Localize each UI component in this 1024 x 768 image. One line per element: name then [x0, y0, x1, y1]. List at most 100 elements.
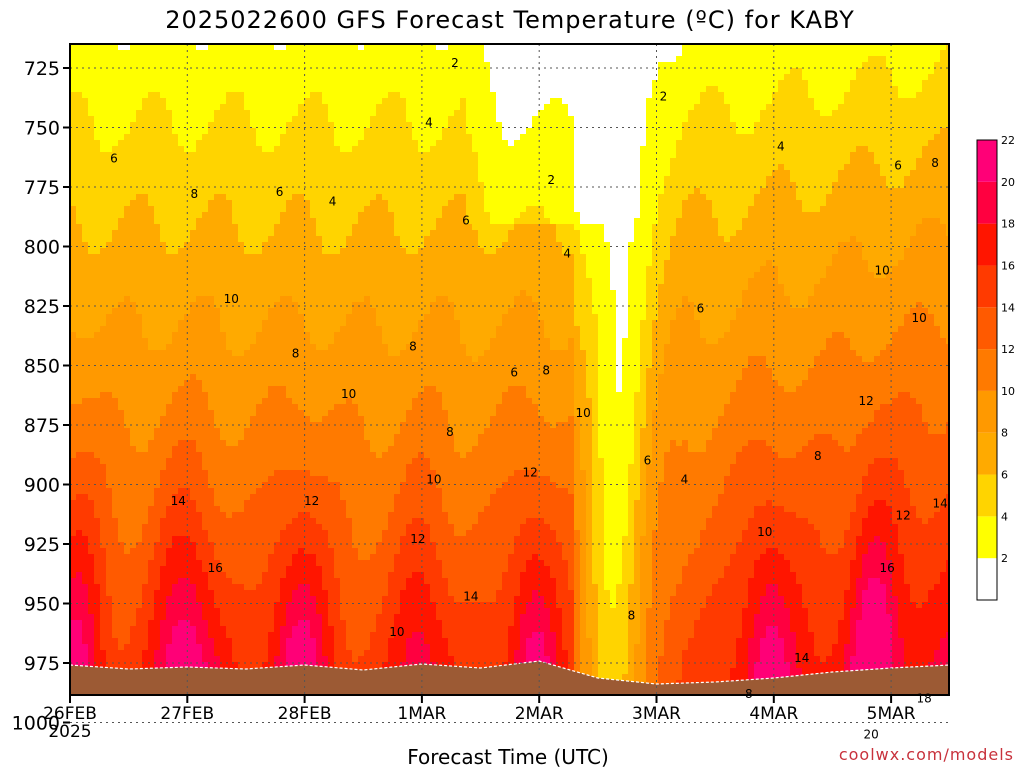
chart-title: 2025022600 GFS Forecast Temperature (ºC)… [165, 6, 855, 34]
contour-label: 12 [304, 494, 319, 508]
colorbar-swatch [977, 516, 997, 559]
contour-label: 8 [628, 608, 636, 622]
contour-label: 8 [931, 156, 939, 170]
contour-label: 6 [894, 159, 902, 173]
contour-label: 2 [451, 56, 459, 70]
x-tick-label: 28FEB [278, 704, 332, 724]
contour-label: 6 [110, 151, 118, 165]
contour-label: 4 [777, 140, 785, 154]
colorbar-frame [976, 139, 998, 601]
colorbar: 2 4 6 8 10 12 14 16 18 20 22 [976, 134, 1015, 601]
colorbar-tick-label: 4 [1001, 510, 1008, 523]
contour-label: 12 [410, 532, 425, 546]
contour-label: 8 [409, 339, 417, 353]
contour-label: 8 [190, 187, 198, 201]
y-axis: 725 750 775 800 825 850 875 900 925 950 975 1000 [12, 58, 70, 735]
contour-label: 8 [446, 425, 454, 439]
contour-label: 8 [292, 347, 300, 361]
contour-label: 10 [389, 625, 404, 639]
contour-label: 12 [895, 508, 910, 522]
x-tick-label: 5MAR [867, 704, 916, 724]
contour-label: 10 [576, 406, 591, 420]
x-axis: 26FEB 27FEB 28FEB 1MAR 2MAR 3MAR 4MAR 5MAR [43, 695, 916, 724]
colorbar-tick-label: 2 [1001, 552, 1008, 565]
contour-label: 10 [341, 387, 356, 401]
contour-label: 10 [911, 311, 926, 325]
y-tick-label: 900 [24, 475, 60, 497]
colorbar-swatch [977, 265, 997, 308]
colorbar-swatch [977, 432, 997, 475]
contour-label: 16 [879, 561, 894, 575]
y-tick-label: 775 [24, 177, 60, 199]
y-tick-label: 975 [24, 653, 60, 675]
colorbar-tick-label: 16 [1001, 259, 1015, 272]
contour-label: 10 [426, 473, 441, 487]
plot-area [70, 44, 949, 695]
x-axis-year: 2025 [48, 722, 91, 742]
contour-label: 14 [463, 589, 478, 603]
y-tick-label: 875 [24, 415, 60, 437]
contour-label: 6 [462, 213, 470, 227]
y-tick-label: 925 [24, 534, 60, 556]
contour-label: 4 [425, 116, 433, 130]
contour-label: 10 [874, 263, 889, 277]
colorbar-swatch [977, 181, 997, 224]
contour-label: 10 [757, 525, 772, 539]
colorbar-tick-label: 14 [1001, 301, 1015, 314]
y-tick-label: 825 [24, 296, 60, 318]
y-tick-label: 850 [24, 356, 60, 378]
contour-label: 18 [916, 692, 931, 706]
contour-label: 12 [523, 466, 538, 480]
x-tick-label: 27FEB [160, 704, 214, 724]
colorbar-tick-label: 22 [1001, 134, 1015, 147]
contour-label: 16 [208, 561, 223, 575]
x-tick-label: 3MAR [632, 704, 681, 724]
colorbar-swatch [977, 223, 997, 266]
contour-label: 8 [814, 449, 822, 463]
plot-overlay: 6 8 10 14 16 12 10 8 4 6 4 6 8 8 10 10 14 12 2 8 10 12 4 6 2 2 6 6 4… [70, 44, 949, 741]
y-tick-label: 725 [24, 58, 60, 80]
colorbar-tick-label: 8 [1001, 427, 1008, 440]
colorbar-tick-label: 12 [1001, 343, 1015, 356]
colorbar-swatch [977, 140, 997, 182]
contour-label: 4 [563, 247, 571, 261]
colorbar-tick-label: 6 [1001, 469, 1008, 482]
contour-label: 4 [681, 473, 689, 487]
colorbar-swatch [977, 307, 997, 350]
contour-label: 6 [644, 454, 652, 468]
y-tick-label: 950 [24, 594, 60, 616]
contour-label: 2 [660, 90, 668, 104]
contour-label: 6 [276, 185, 284, 199]
colorbar-swatch [977, 390, 997, 433]
contour-label: 8 [542, 363, 550, 377]
colorbar-swatch [977, 349, 997, 391]
colorbar-tick-label: 10 [1001, 385, 1015, 398]
contour-label: 14 [794, 651, 809, 665]
colorbar-tick-label: 20 [1001, 176, 1015, 189]
contour-label: 14 [932, 497, 947, 511]
credit-text[interactable]: coolwx.com/models [839, 745, 1014, 764]
colorbar-tick-label: 18 [1001, 218, 1015, 231]
colorbar-swatch [977, 474, 997, 517]
contour-label: 2 [547, 173, 555, 187]
contour-label: 12 [858, 394, 873, 408]
x-tick-label: 1MAR [397, 704, 446, 724]
contour-label: 8 [745, 687, 753, 701]
x-tick-label: 26FEB [43, 704, 97, 724]
y-tick-label: 800 [24, 237, 60, 259]
contour-label: 6 [697, 301, 705, 315]
colorbar-swatch [977, 558, 997, 600]
x-tick-label: 4MAR [749, 704, 798, 724]
contour-label: 10 [224, 292, 239, 306]
x-tick-label: 2MAR [515, 704, 564, 724]
x-axis-label: Forecast Time (UTC) [407, 745, 609, 768]
y-tick-label: 1000 [12, 713, 60, 735]
plot-frame [69, 43, 950, 696]
y-tick-label: 750 [24, 118, 60, 140]
contour-label: 4 [329, 194, 337, 208]
contour-label: 6 [510, 366, 518, 380]
contour-label: 20 [863, 727, 878, 741]
ground-terrain [70, 660, 949, 695]
contour-label: 14 [171, 494, 186, 508]
